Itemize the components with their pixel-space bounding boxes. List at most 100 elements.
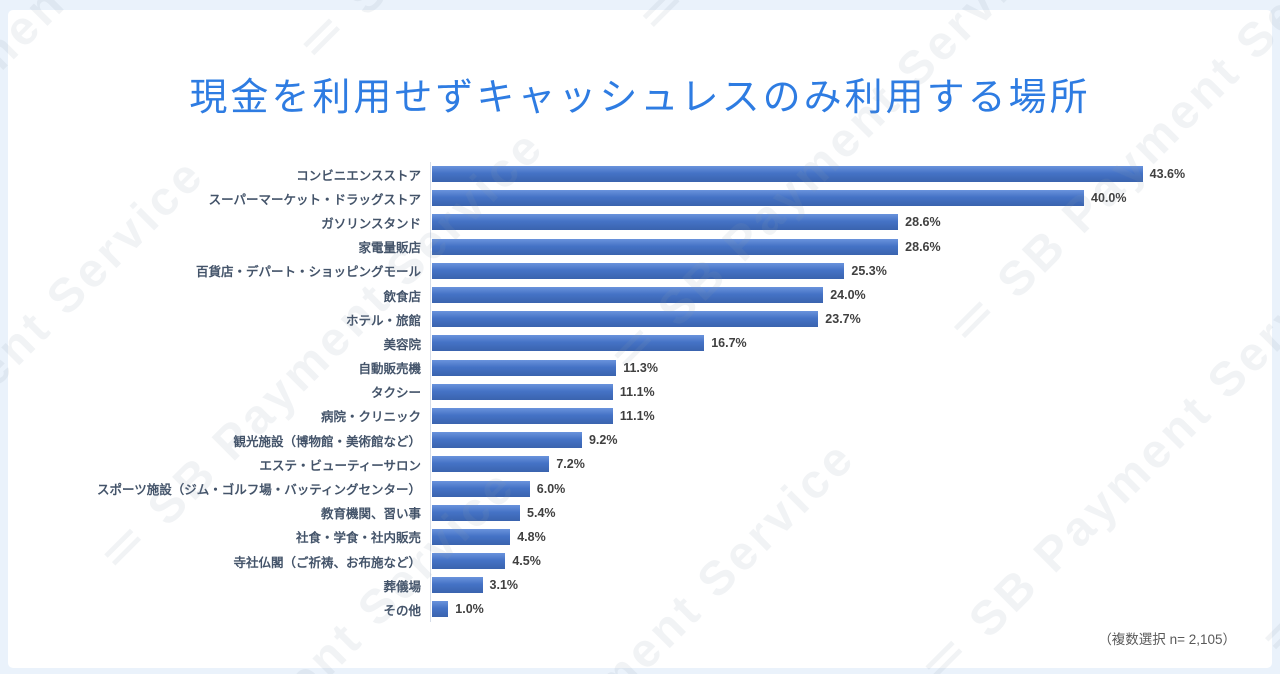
- category-label: エステ・ビューティーサロン: [259, 458, 421, 473]
- bar: [432, 577, 483, 594]
- bar-track: 9.2%: [430, 428, 618, 453]
- value-label: 11.1%: [619, 408, 655, 423]
- bar: [432, 456, 550, 473]
- category-label: 社食・学食・社内販売: [295, 531, 421, 546]
- bar: [432, 407, 613, 424]
- bar-chart-rows: コンビニエンスストア 43.6% スーパーマーケット・ドラッグストア 40.0%…: [30, 162, 1185, 622]
- bar: [432, 311, 819, 328]
- bar-row: ホテル・旅館 23.7%: [30, 307, 1185, 332]
- category-label: その他: [383, 603, 421, 618]
- bar-track: 24.0%: [430, 282, 866, 308]
- value-label: 28.6%: [905, 215, 941, 230]
- bar-row: 自動販売機 11.3%: [30, 355, 1185, 380]
- bar-track: 28.6%: [430, 210, 941, 235]
- value-label: 4.5%: [512, 554, 541, 569]
- bar-track: 25.3%: [430, 258, 887, 283]
- bar-track: 3.1%: [430, 573, 519, 598]
- category-label: 病院・クリニック: [320, 410, 421, 425]
- bar-row: 葬儀場 3.1%: [30, 573, 1185, 598]
- bar-row: 美容院 16.7%: [30, 331, 1185, 356]
- bar-row: 家電量販店 28.6%: [30, 234, 1185, 259]
- bar-row: 観光施設（博物館・美術館など） 9.2%: [30, 428, 1185, 453]
- bar-track: 23.7%: [430, 307, 861, 332]
- bar-row: コンビニエンスストア 43.6%: [30, 162, 1186, 187]
- value-label: 6.0%: [536, 481, 566, 496]
- bar: [432, 359, 617, 376]
- bar-track: 1.0%: [430, 597, 484, 622]
- survey-footnote: （複数選択 n= 2,105）: [1098, 632, 1236, 647]
- bar: [432, 601, 449, 618]
- bar: [432, 190, 1084, 207]
- bar-track: 11.3%: [430, 355, 658, 380]
- value-label: 11.1%: [619, 384, 655, 399]
- category-label: タクシー: [370, 386, 421, 401]
- value-label: 5.4%: [527, 505, 556, 520]
- category-label: 飲食店: [383, 289, 421, 304]
- value-label: 24.0%: [830, 288, 866, 303]
- bar-track: 4.8%: [430, 524, 546, 549]
- bar: [432, 432, 582, 449]
- category-label: スポーツ施設（ジム・ゴルフ場・バッティングセンター）: [96, 483, 421, 498]
- bar: [432, 166, 1143, 183]
- bar-row: エステ・ビューティーサロン 7.2%: [30, 452, 1185, 477]
- bar: [432, 480, 530, 497]
- chart-card: 現金を利用せずキャッシュレスのみ利用する場所 コンビニエンスストア 43.6% …: [8, 10, 1272, 668]
- bar-chart: コンビニエンスストア 43.6% スーパーマーケット・ドラッグストア 40.0%…: [30, 162, 1185, 622]
- bar-row: 百貨店・デパート・ショッピングモール 25.3%: [30, 258, 1185, 283]
- bar: [432, 335, 705, 352]
- bar-row: 教育機関、習い事 5.4%: [30, 500, 1185, 525]
- value-label: 23.7%: [825, 312, 861, 327]
- bar: [432, 262, 845, 279]
- category-label: 教育機関、習い事: [320, 507, 421, 522]
- bar-track: 28.6%: [430, 234, 941, 259]
- value-label: 9.2%: [588, 433, 618, 448]
- bar-row: タクシー 11.1%: [30, 379, 1185, 404]
- value-label: 43.6%: [1149, 167, 1186, 182]
- value-label: 16.7%: [711, 336, 747, 351]
- value-label: 4.8%: [517, 529, 546, 544]
- category-label: 葬儀場: [383, 579, 421, 594]
- bar: [432, 214, 899, 231]
- bar: [432, 383, 613, 400]
- bar-track: 6.0%: [430, 476, 566, 501]
- bar: [432, 287, 824, 304]
- bar-track: 7.2%: [430, 452, 585, 477]
- bar-row: 寺社仏閣（ご祈祷、お布施など） 4.5%: [30, 549, 1185, 574]
- category-label: 家電量販店: [358, 241, 421, 256]
- bar: [432, 528, 511, 545]
- value-label: 25.3%: [851, 263, 887, 278]
- value-label: 11.3%: [623, 360, 658, 375]
- value-label: 1.0%: [455, 602, 484, 617]
- value-label: 40.0%: [1091, 191, 1127, 206]
- category-label: コンビニエンスストア: [296, 168, 421, 183]
- category-label: 観光施設（博物館・美術館など）: [233, 434, 421, 449]
- bar: [432, 553, 506, 570]
- bar-row: 飲食店 24.0%: [30, 282, 1185, 308]
- bar-row: スーパーマーケット・ドラッグストア 40.0%: [30, 186, 1185, 211]
- bar-row: ガソリンスタンド 28.6%: [30, 210, 1185, 235]
- category-label: ホテル・旅館: [345, 313, 421, 328]
- category-label: 自動販売機: [358, 362, 421, 377]
- bar-track: 40.0%: [430, 186, 1127, 211]
- bar-track: 4.5%: [430, 549, 541, 574]
- category-label: ガソリンスタンド: [321, 216, 421, 231]
- category-label: 百貨店・デパート・ショッピングモール: [195, 265, 421, 280]
- bar-row: 社食・学食・社内販売 4.8%: [30, 524, 1185, 549]
- bar-track: 5.4%: [430, 500, 556, 525]
- bar-track: 43.6%: [430, 162, 1186, 187]
- bar: [432, 238, 899, 255]
- bar-row: その他 1.0%: [30, 597, 1185, 622]
- value-label: 3.1%: [489, 578, 519, 593]
- category-label: スーパーマーケット・ドラッグストア: [208, 192, 421, 207]
- value-label: 7.2%: [556, 457, 585, 472]
- category-label: 寺社仏閣（ご祈祷、お布施など）: [233, 555, 421, 570]
- bar-row: スポーツ施設（ジム・ゴルフ場・バッティングセンター） 6.0%: [30, 476, 1185, 501]
- category-label: 美容院: [383, 337, 421, 352]
- bar-track: 16.7%: [430, 331, 747, 356]
- chart-title: 現金を利用せずキャッシュレスのみ利用する場所: [189, 77, 1091, 119]
- value-label: 28.6%: [905, 239, 941, 254]
- bar-track: 11.1%: [430, 379, 655, 404]
- bar: [432, 504, 521, 521]
- bar-row: 病院・クリニック 11.1%: [30, 403, 1185, 429]
